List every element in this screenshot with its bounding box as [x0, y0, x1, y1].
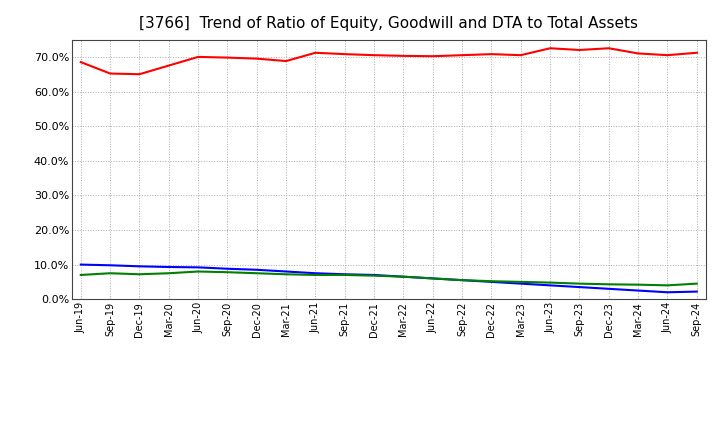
- Title: [3766]  Trend of Ratio of Equity, Goodwill and DTA to Total Assets: [3766] Trend of Ratio of Equity, Goodwil…: [139, 16, 639, 32]
